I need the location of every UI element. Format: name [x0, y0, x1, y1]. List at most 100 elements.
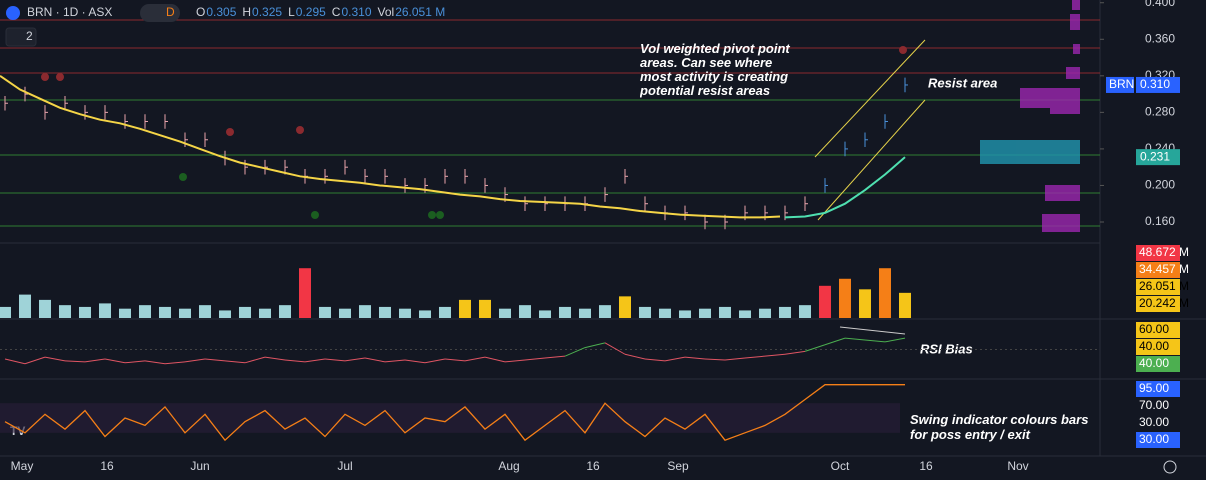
price-tick-label: 0.360	[1145, 31, 1175, 45]
annotation: RSI Bias	[920, 341, 973, 356]
volume-bar	[459, 299, 471, 318]
rsi-segment	[824, 337, 846, 346]
rsi-segment	[784, 350, 806, 355]
rsi-segment	[204, 358, 226, 362]
volume-bar	[259, 308, 271, 318]
ma2-badge-bg	[1136, 149, 1180, 166]
volume-bar	[639, 306, 651, 318]
price-tick-label: 0.200	[1145, 178, 1175, 192]
ohlc-value: 0.295	[296, 5, 326, 19]
rsi-segment	[104, 358, 126, 364]
volume-bar	[219, 310, 231, 318]
volume-bar	[339, 308, 351, 318]
volume-bar	[819, 285, 831, 318]
ohlc: O 0.305 H 0.325 L 0.295 C 0.310 Vol 26.051 M	[196, 5, 445, 19]
volume-bar	[439, 306, 451, 318]
volume-bar	[279, 305, 291, 318]
rsi-segment	[364, 357, 386, 363]
volume-bar	[19, 294, 31, 318]
rsi-segment	[604, 342, 626, 355]
volume-badge-bg	[1136, 262, 1180, 278]
rsi-segment	[804, 344, 826, 352]
volume-bar	[479, 299, 491, 318]
time-label: Jul	[337, 459, 352, 473]
volume-bar	[499, 308, 511, 318]
volume-bar	[159, 306, 171, 318]
rsi-segment	[544, 355, 566, 359]
symbol: BRN · 1D · ASX	[27, 5, 112, 19]
rsi-segment	[64, 360, 86, 363]
swing-badge-bg	[1136, 398, 1180, 414]
rsi-badge: 60.00	[1139, 322, 1169, 336]
volume-badge: 34.457 M	[1139, 262, 1189, 276]
ohlc-value: 0.305	[206, 5, 236, 19]
price-tick-label: 0.160	[1145, 214, 1175, 228]
arrow	[839, 326, 906, 335]
volume-badge: 48.672 M	[1139, 245, 1189, 259]
volume-bar	[139, 305, 151, 318]
rsi-segment	[484, 356, 506, 363]
dots	[41, 46, 907, 219]
rsi-segment	[344, 357, 366, 362]
ma2-badge: 0.231	[1140, 149, 1170, 163]
volume-bar	[199, 305, 211, 318]
time-label: Jun	[190, 459, 209, 473]
volume-bar	[599, 305, 611, 318]
volume-bar	[799, 305, 811, 318]
volume-bar	[179, 308, 191, 318]
ohlc-value: 0.310	[341, 5, 371, 19]
swing-badge-bg	[1136, 381, 1180, 397]
rsi-segment	[504, 359, 526, 363]
rsi-segment	[224, 360, 246, 364]
time-label: 16	[586, 459, 600, 473]
ohlc-value: 0.325	[252, 5, 282, 19]
volume-bar	[119, 308, 131, 318]
volume-bar	[759, 308, 771, 318]
volume-bar	[559, 306, 571, 318]
ma-line	[0, 74, 781, 219]
rsi-segment	[384, 359, 406, 363]
rsi-segment	[704, 358, 726, 361]
price-tick-label: 0.280	[1145, 105, 1175, 119]
rsi-segment	[164, 361, 186, 365]
settings[interactable]	[1163, 460, 1177, 474]
volume-profile	[980, 0, 1080, 232]
volume-bar	[39, 299, 51, 318]
badge: D	[166, 5, 175, 19]
annotation: Resist area	[928, 75, 997, 90]
rsi-segment	[864, 339, 886, 343]
time-label: Sep	[667, 459, 689, 473]
swing-badge: 95.00	[1139, 381, 1169, 395]
ohlc-label: Vol	[378, 5, 395, 19]
rsi-segment	[644, 358, 666, 362]
swing-line	[4, 384, 905, 442]
volume-bar	[59, 305, 71, 318]
volume-bar	[879, 268, 891, 318]
rsi-segment	[524, 357, 546, 361]
rsi-badge: 40.00	[1139, 339, 1169, 353]
volume-bar	[399, 308, 411, 318]
rsi-segment	[424, 358, 446, 364]
rsi-segment	[744, 355, 766, 359]
volume-badge: 26.051 M	[1139, 279, 1189, 293]
collapse-count[interactable]: 2	[26, 29, 33, 43]
rsi-badge-bg	[1136, 322, 1180, 338]
time-label: Aug	[498, 459, 519, 473]
rsi-segment	[464, 356, 486, 362]
volume-bar	[739, 310, 751, 318]
swing-badge: 30.00	[1139, 415, 1169, 429]
rsi-segment	[844, 337, 866, 341]
volume-bar	[379, 306, 391, 318]
rsi-badge-bg	[1136, 339, 1180, 355]
rsi-segment	[144, 360, 166, 365]
ohlc-label: C	[332, 5, 341, 19]
time-label: 16	[100, 459, 114, 473]
badge-bg	[140, 4, 180, 22]
rsi-segment	[684, 356, 706, 360]
collapse-btn[interactable]	[5, 27, 37, 47]
volume-bar	[579, 308, 591, 318]
logo	[6, 6, 20, 20]
rsi-segment	[444, 358, 466, 362]
